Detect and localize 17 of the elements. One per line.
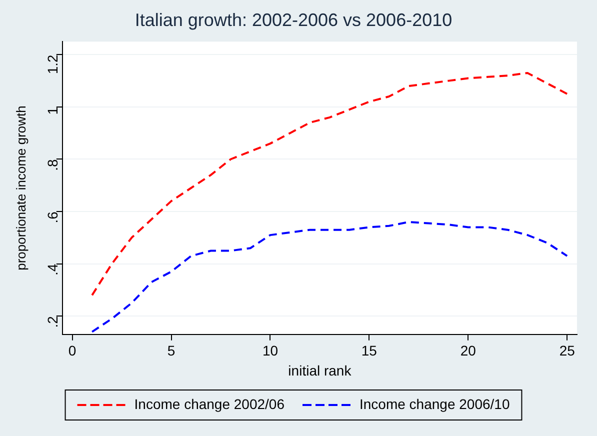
y-tick-label: .4: [44, 264, 60, 276]
y-tick-label: .8: [44, 159, 60, 171]
x-tick-label: 20: [460, 342, 476, 359]
x-tick-label: 25: [559, 342, 576, 359]
y-tick-label: 1.2: [44, 54, 60, 74]
y-tick-label: 1: [44, 106, 60, 115]
x-tick-label: 10: [262, 342, 278, 359]
chart-title: Italian growth: 2002-2006 vs 2006-2010: [134, 10, 452, 30]
y-tick-label: .6: [44, 211, 60, 224]
x-tick-label: 0: [68, 342, 76, 359]
x-tick-label: 15: [361, 342, 378, 359]
legend-label: Income change 2006/10: [360, 396, 510, 412]
legend-label: Income change 2002/06: [134, 396, 285, 412]
y-tick-label: .2: [44, 316, 60, 328]
x-tick-label: 5: [167, 342, 176, 359]
x-axis-title: initial rank: [288, 362, 352, 378]
y-axis-title: proportionate income growth: [13, 106, 28, 270]
